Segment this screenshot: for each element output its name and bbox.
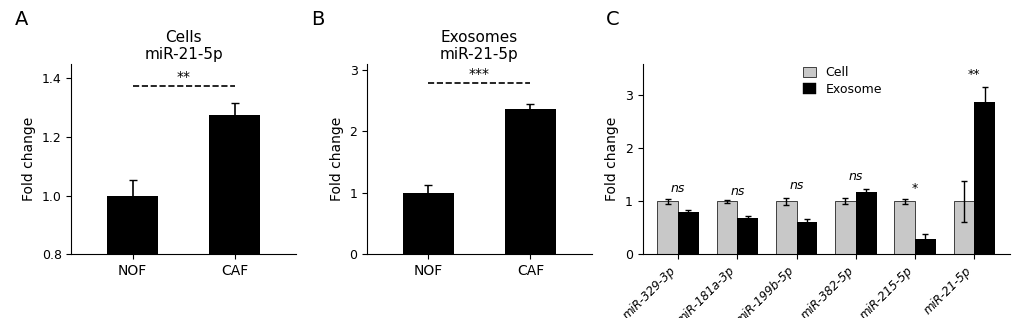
- Bar: [678, 212, 698, 254]
- Text: A: A: [15, 10, 29, 29]
- Bar: [107, 196, 158, 254]
- Text: ns: ns: [789, 179, 803, 192]
- Bar: [894, 201, 914, 254]
- Y-axis label: Fold change: Fold change: [22, 117, 36, 201]
- Bar: [657, 201, 678, 254]
- Title: Cells
miR-21-5p: Cells miR-21-5p: [144, 30, 223, 62]
- Bar: [504, 108, 555, 254]
- Bar: [973, 102, 994, 254]
- Bar: [796, 222, 816, 254]
- Y-axis label: Fold change: Fold change: [604, 117, 619, 201]
- Bar: [855, 192, 875, 254]
- Text: **: **: [176, 70, 191, 84]
- Bar: [737, 218, 757, 254]
- Title: Exosomes
miR-21-5p: Exosomes miR-21-5p: [439, 30, 519, 62]
- Bar: [775, 201, 796, 254]
- Text: **: **: [967, 67, 979, 80]
- Text: ns: ns: [671, 182, 685, 195]
- Text: ns: ns: [730, 185, 744, 198]
- Text: C: C: [605, 10, 619, 29]
- Bar: [914, 238, 934, 254]
- Bar: [403, 193, 453, 254]
- Y-axis label: Fold change: Fold change: [329, 117, 343, 201]
- Bar: [953, 201, 973, 254]
- Bar: [209, 115, 260, 254]
- Legend: Cell, Exosome: Cell, Exosome: [802, 66, 881, 96]
- Bar: [716, 201, 737, 254]
- Text: ***: ***: [469, 67, 489, 81]
- Bar: [835, 201, 855, 254]
- Text: ns: ns: [848, 170, 862, 183]
- Text: B: B: [311, 10, 324, 29]
- Text: *: *: [911, 182, 917, 195]
